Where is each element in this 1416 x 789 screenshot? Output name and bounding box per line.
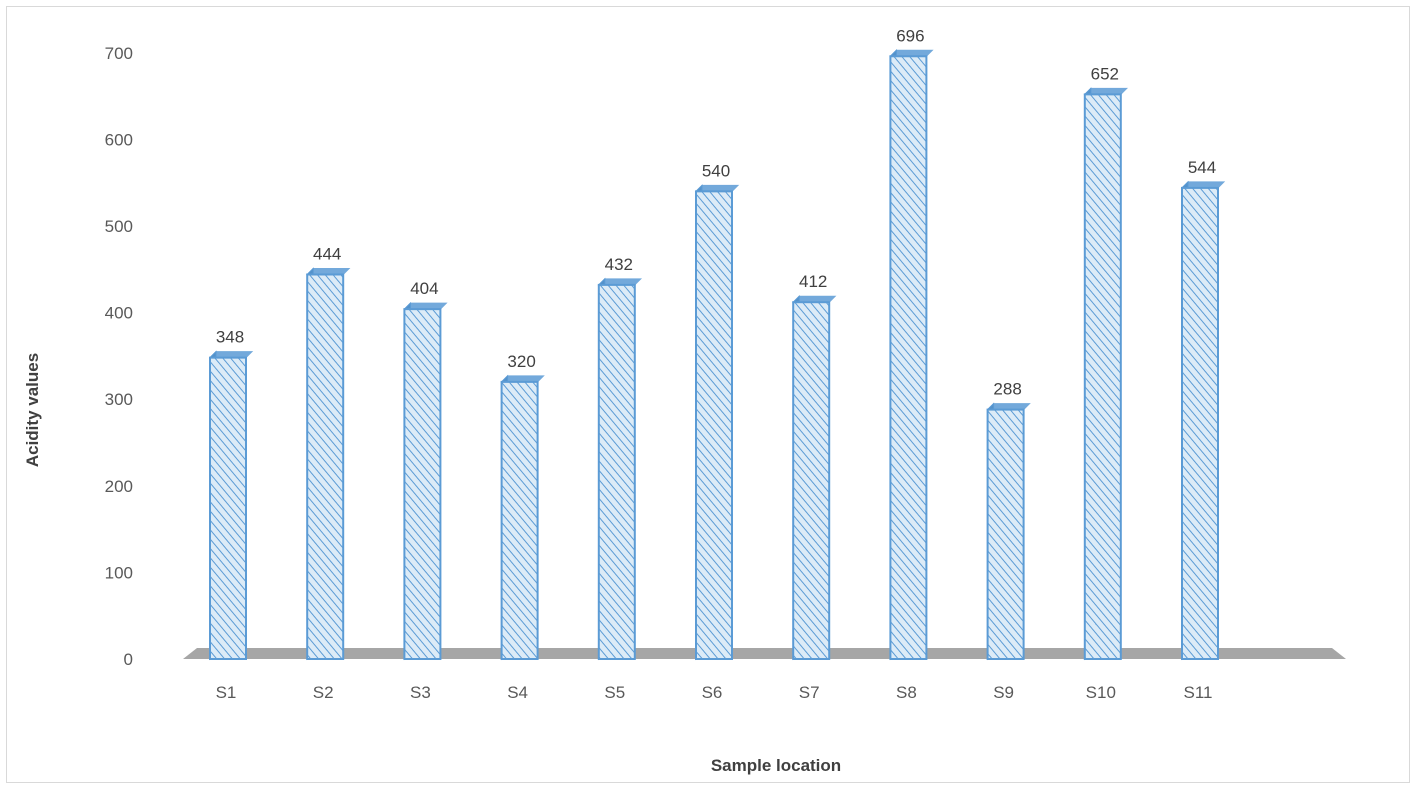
y-tick-label: 700 (105, 44, 133, 63)
y-axis-title: Acidity values (23, 353, 42, 467)
data-label: 320 (507, 352, 535, 371)
bar-front (889, 55, 928, 661)
bar-front (209, 356, 247, 660)
bar-s10 (1083, 87, 1129, 661)
data-label: 696 (896, 26, 924, 45)
data-label: 412 (799, 272, 827, 291)
x-tick-label: S10 (1086, 683, 1116, 702)
data-label: 432 (605, 255, 633, 274)
bar-s5 (597, 277, 643, 661)
bar-front (306, 273, 345, 660)
data-label: 540 (702, 161, 730, 180)
bar-front (792, 301, 831, 660)
y-tick-label: 600 (105, 130, 133, 149)
bar-s8 (889, 49, 934, 661)
bar-s9 (986, 402, 1031, 661)
data-label: 444 (313, 244, 341, 263)
chart-frame (6, 6, 1410, 783)
y-tick-label: 500 (105, 217, 133, 236)
data-label: 348 (216, 328, 244, 347)
x-tick-label: S5 (604, 683, 625, 702)
x-tick-label: S8 (896, 683, 917, 702)
bar-s7 (791, 295, 837, 661)
data-label: 652 (1091, 64, 1119, 83)
bar-s11 (1180, 180, 1226, 661)
x-tick-label: S4 (507, 683, 528, 702)
bar-s2 (305, 267, 351, 661)
bar-front (500, 380, 539, 660)
x-tick-label: S7 (799, 683, 820, 702)
bar-front (1181, 186, 1219, 660)
x-tick-label: S2 (313, 683, 334, 702)
bar-s4 (500, 374, 545, 661)
x-axis-title: Sample location (711, 756, 841, 775)
y-tick-label: 200 (105, 477, 133, 496)
bar-s3 (403, 301, 448, 661)
data-label: 288 (993, 380, 1021, 399)
plot-floor (183, 648, 1346, 659)
bar-s1 (208, 350, 254, 661)
bar-front (695, 190, 733, 661)
x-tick-label: S1 (216, 683, 237, 702)
y-tick-label: 300 (105, 390, 133, 409)
x-tick-label: S9 (993, 683, 1014, 702)
x-tick-label: S3 (410, 683, 431, 702)
y-tick-label: 0 (124, 650, 133, 669)
y-tick-label: 100 (105, 563, 133, 582)
y-tick-label: 400 (105, 304, 133, 323)
bar-front (597, 283, 636, 660)
bar-s6 (694, 184, 740, 661)
bar-front (403, 308, 442, 660)
bar-front (1083, 93, 1122, 661)
data-label: 544 (1188, 158, 1216, 177)
x-tick-label: S11 (1184, 683, 1213, 702)
x-tick-label: S6 (702, 683, 723, 702)
bar-front (986, 408, 1025, 661)
data-label: 404 (410, 279, 438, 298)
